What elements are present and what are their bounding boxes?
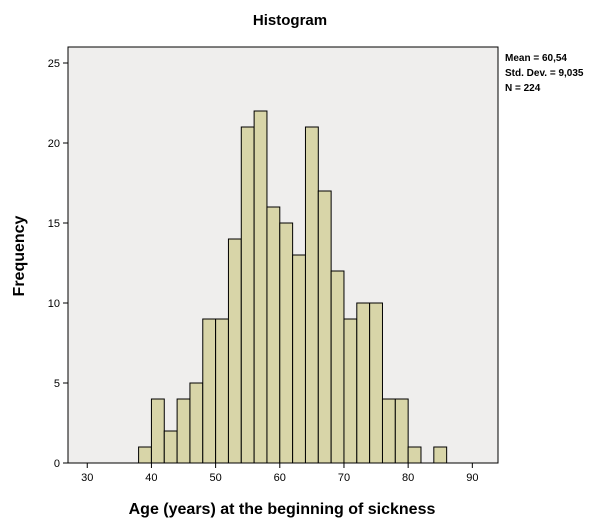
histogram-bar-60 [279, 222, 294, 464]
stats-legend: Mean = 60,54 Std. Dev. = 9,035 N = 224 [505, 53, 584, 94]
y-tick-label: 20 [48, 138, 60, 150]
y-tick-label: 10 [48, 298, 60, 310]
y-tick-label: 25 [48, 58, 60, 70]
histogram-bar-78 [394, 398, 409, 464]
histogram-bar-80 [407, 446, 422, 464]
histogram-bar-84 [433, 446, 448, 464]
bars-group [138, 110, 448, 464]
y-tick-label: 15 [48, 218, 60, 230]
histogram-bar-52 [227, 238, 242, 464]
x-tick-label: 30 [81, 472, 93, 484]
stat-std-dev: Std. Dev. = 9,035 [505, 68, 584, 79]
histogram-bar-64 [304, 126, 319, 464]
stat-mean: Mean = 60,54 [505, 53, 567, 64]
histogram-bar-66 [317, 190, 332, 464]
x-axis: 30 40 50 60 70 80 90 [81, 463, 478, 484]
x-tick-label: 70 [338, 472, 350, 484]
histogram-bar-68 [330, 270, 345, 464]
histogram-bar-38 [138, 446, 152, 464]
histogram-bar-74 [369, 302, 383, 464]
x-tick-label: 40 [145, 472, 157, 484]
histogram-bar-76 [381, 398, 396, 464]
histogram-bar-48 [202, 318, 217, 464]
histogram-bar-72 [356, 302, 371, 464]
stat-n: N = 224 [505, 83, 541, 94]
histogram-bar-70 [343, 318, 358, 464]
histogram-bar-44 [176, 398, 191, 464]
histogram-bar-56 [253, 110, 268, 464]
y-axis: 0 5 10 15 20 25 [48, 58, 68, 470]
y-axis-title: Frequency [11, 215, 28, 296]
x-tick-label: 50 [209, 472, 221, 484]
histogram-bar-40 [150, 398, 165, 464]
histogram-bar-54 [240, 126, 255, 464]
histogram-bar-46 [189, 382, 204, 464]
x-tick-label: 90 [466, 472, 478, 484]
x-axis-title: Age (years) at the beginning of sickness [129, 501, 436, 518]
histogram-bar-42 [163, 430, 178, 464]
y-tick-label: 5 [54, 378, 60, 390]
x-tick-label: 80 [402, 472, 414, 484]
x-tick-label: 60 [274, 472, 286, 484]
chart-title: Histogram [253, 12, 327, 29]
histogram-bar-58 [266, 206, 281, 464]
histogram-bar-62 [292, 254, 306, 464]
histogram-bar-50 [215, 318, 229, 464]
y-tick-label: 0 [54, 458, 60, 470]
